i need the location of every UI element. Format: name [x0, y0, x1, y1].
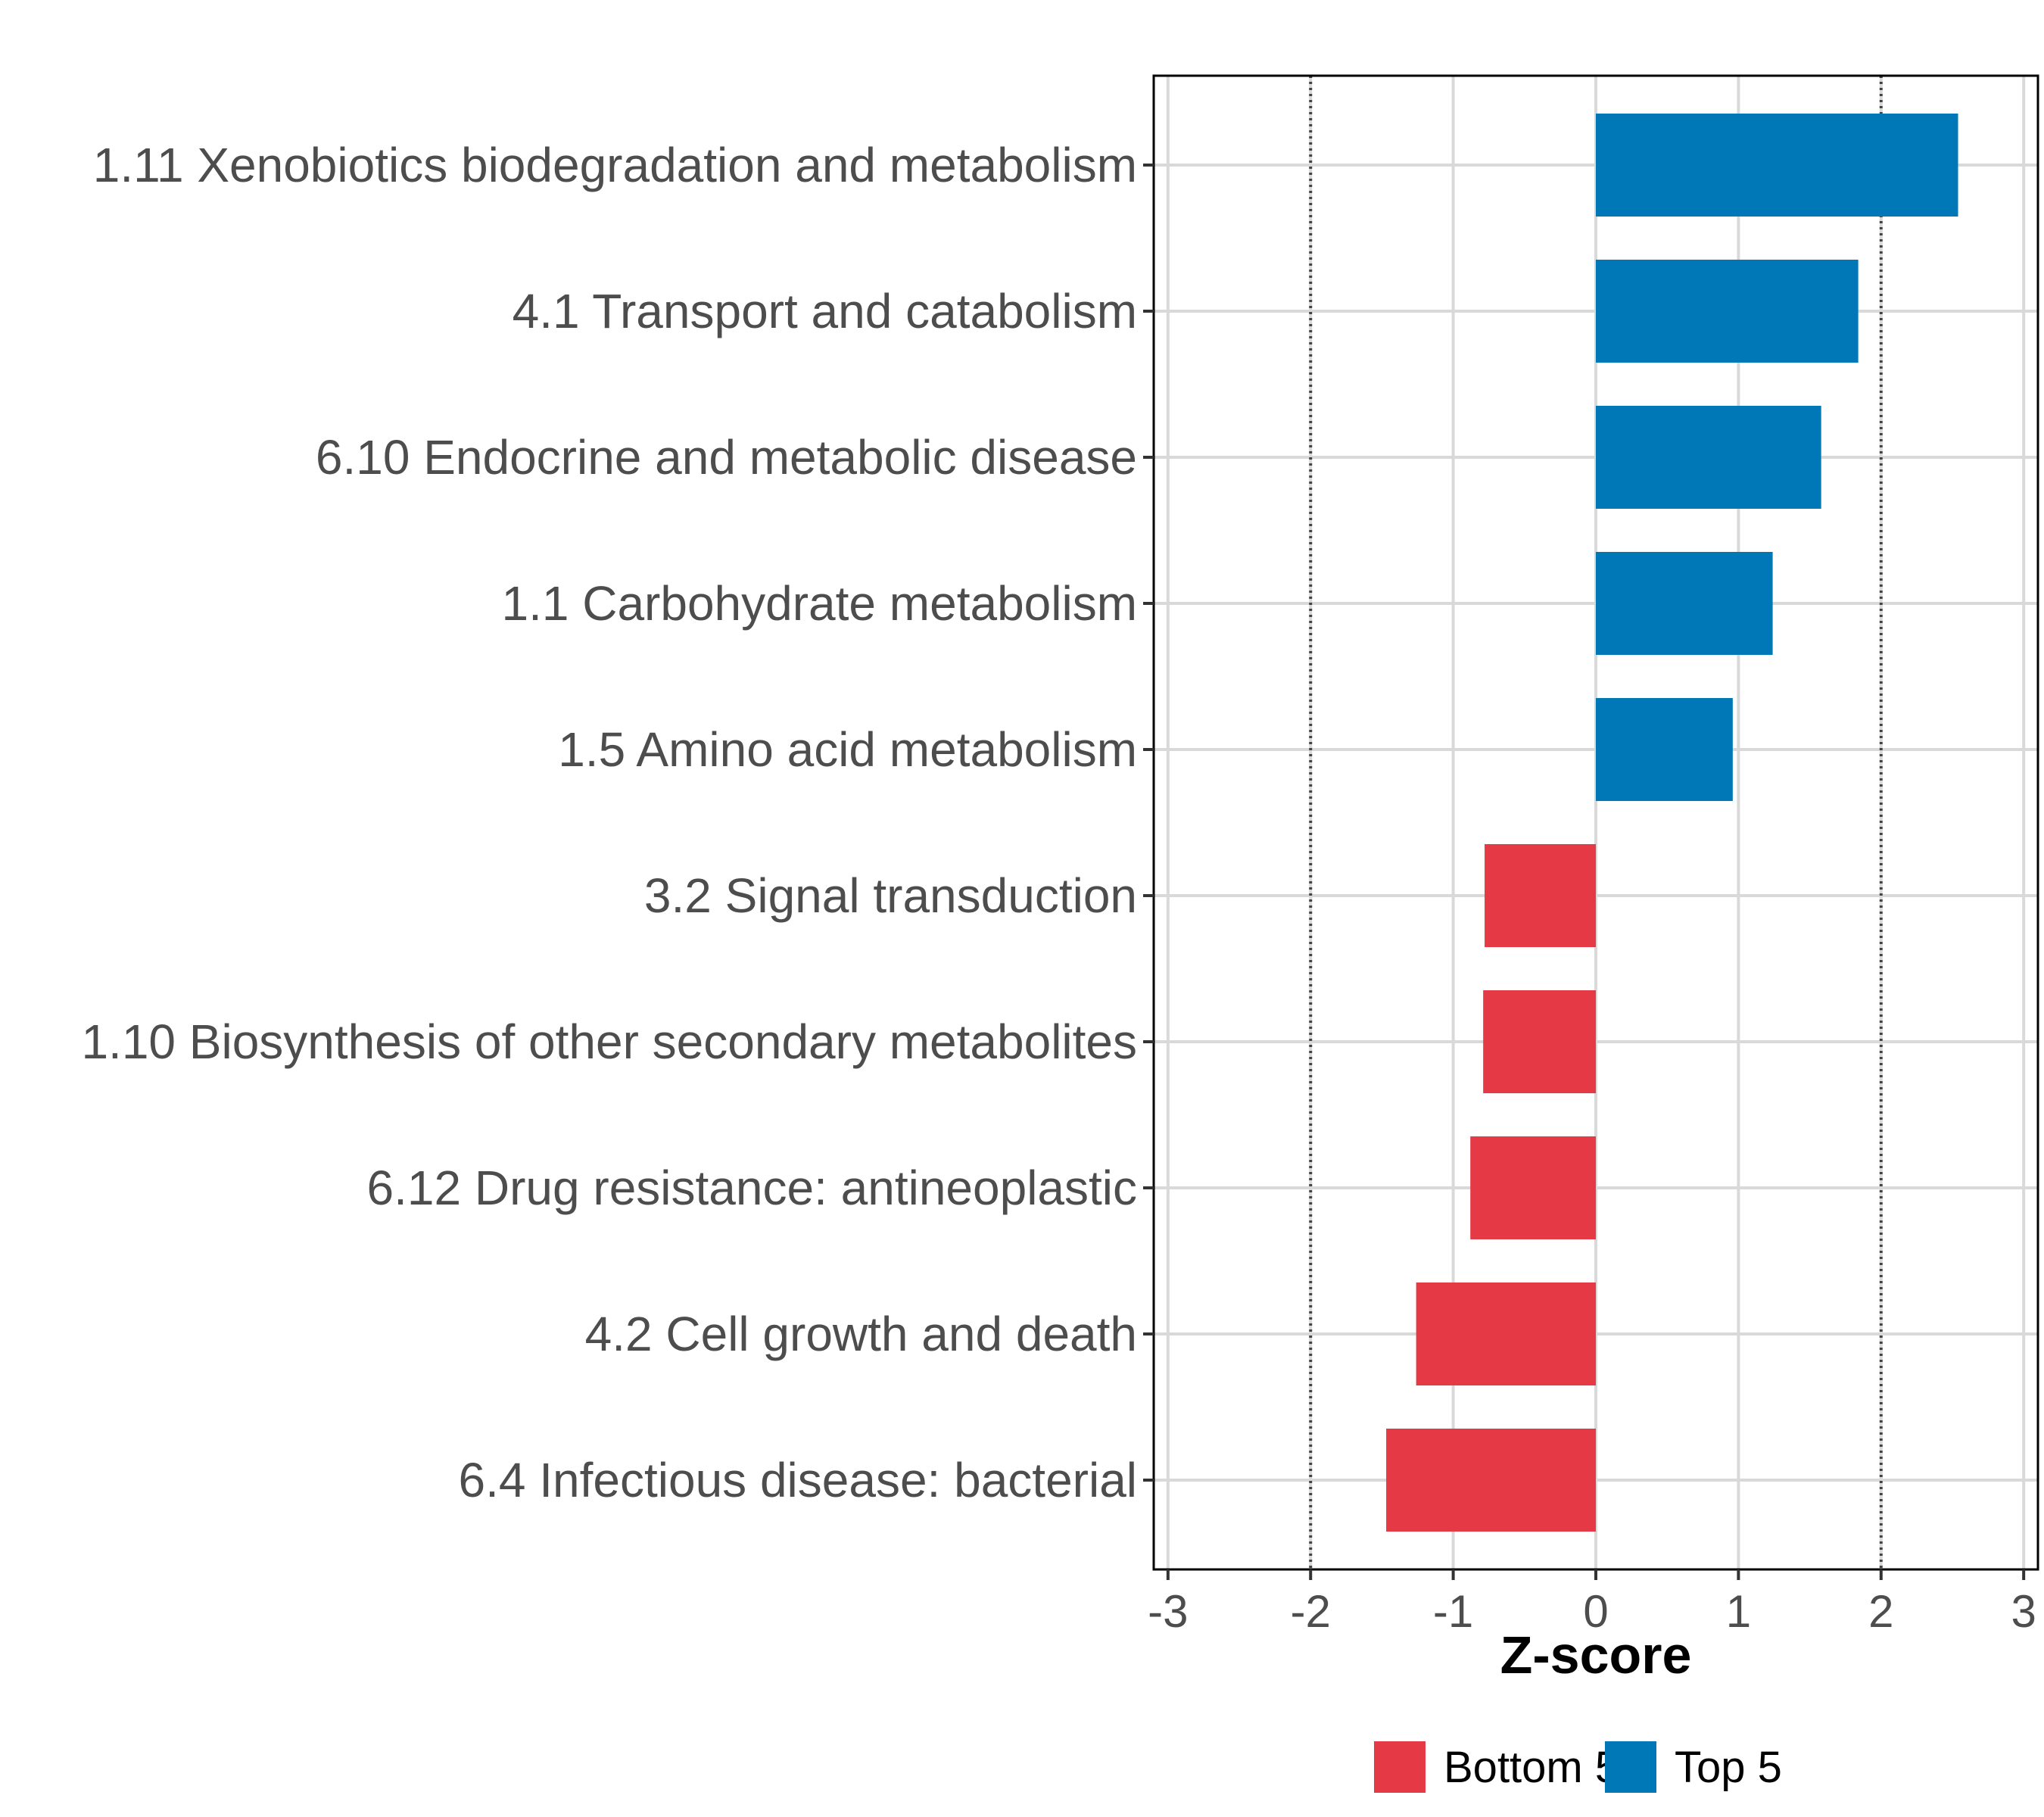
- bar: [1386, 1429, 1596, 1532]
- x-tick-label: 0: [1583, 1586, 1608, 1637]
- y-tick-label: 4.1 Transport and catabolism: [513, 284, 1137, 338]
- bar: [1470, 1136, 1596, 1239]
- x-tick-label: -3: [1148, 1586, 1188, 1637]
- bar: [1483, 990, 1596, 1093]
- legend-swatch: [1605, 1741, 1656, 1793]
- bar: [1596, 260, 1859, 363]
- x-tick-label: -1: [1433, 1586, 1473, 1637]
- reference-lines: [1309, 76, 1883, 1569]
- x-axis: -3 -2 -1 0 1 2 3: [1148, 1569, 2036, 1637]
- bar: [1485, 844, 1596, 947]
- bar: [1596, 114, 1958, 217]
- legend-label: Bottom 5: [1444, 1743, 1619, 1792]
- legend-swatch: [1374, 1741, 1426, 1793]
- bar: [1416, 1282, 1596, 1385]
- y-axis: 1.11 Xenobiotics biodegradation and meta…: [81, 138, 1154, 1507]
- x-tick-label: 2: [1868, 1586, 1893, 1637]
- bar: [1596, 406, 1821, 509]
- y-tick-label: 6.4 Infectious disease: bacterial: [458, 1453, 1137, 1507]
- bar: [1596, 698, 1733, 801]
- legend-label: Top 5: [1675, 1743, 1782, 1792]
- y-tick-label: 6.10 Endocrine and metabolic disease: [316, 430, 1137, 485]
- y-tick-label: 4.2 Cell growth and death: [585, 1307, 1137, 1361]
- bars: [1386, 114, 1958, 1532]
- x-tick-label: 3: [2011, 1586, 2036, 1637]
- bar: [1596, 552, 1773, 655]
- y-tick-label: 1.11 Xenobiotics biodegradation and meta…: [93, 138, 1137, 192]
- legend-item: Bottom 5: [1374, 1741, 1619, 1793]
- y-tick-label: 1.5 Amino acid metabolism: [558, 722, 1137, 777]
- x-tick-label: -2: [1291, 1586, 1331, 1637]
- x-tick-label: 1: [1726, 1586, 1751, 1637]
- y-tick-label: 3.2 Signal transduction: [644, 868, 1137, 923]
- legend: Bottom 5 Top 5: [1374, 1741, 1782, 1793]
- x-axis-title: Z-score: [1500, 1625, 1692, 1685]
- y-tick-label: 1.10 Biosynthesis of other secondary met…: [81, 1014, 1137, 1069]
- y-tick-label: 6.12 Drug resistance: antineoplastic: [367, 1161, 1137, 1215]
- y-tick-label: 1.1 Carbohydrate metabolism: [501, 576, 1137, 631]
- legend-item: Top 5: [1605, 1741, 1782, 1793]
